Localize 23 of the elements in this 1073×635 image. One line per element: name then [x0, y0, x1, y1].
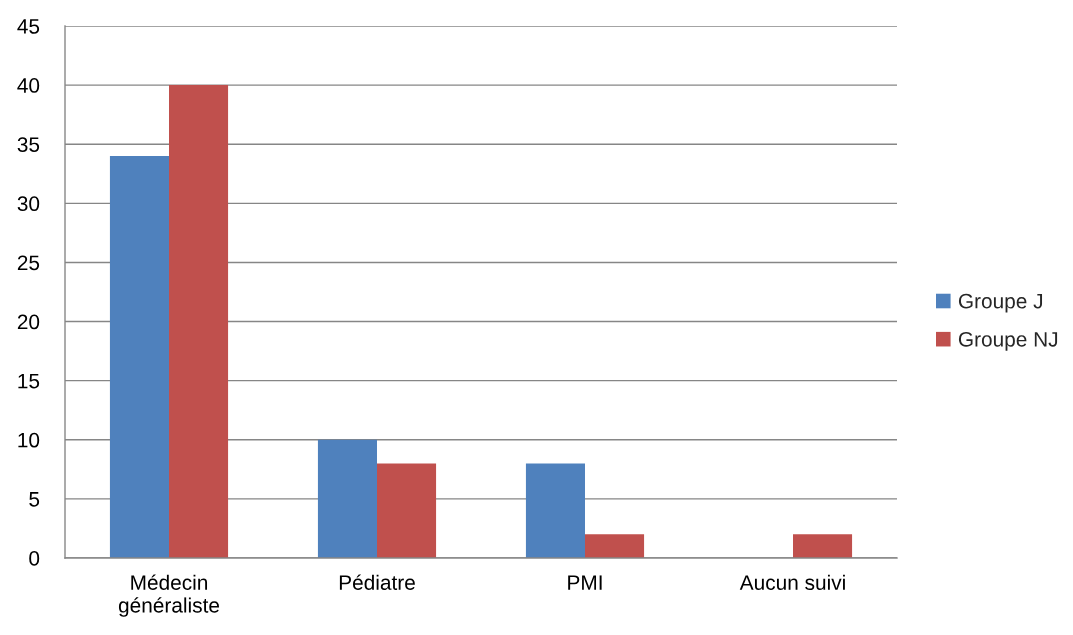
x-tick-label: Pédiatre	[339, 574, 415, 590]
y-tick-label: 5	[29, 492, 40, 507]
bar	[377, 463, 437, 558]
bar	[169, 85, 229, 558]
x-tick-label: Aucun suivi	[739, 574, 845, 590]
y-tick-label: 40	[17, 78, 40, 93]
y-tick-label: 15	[18, 373, 40, 389]
y-tick-label: 20	[17, 314, 40, 330]
bar	[585, 534, 645, 558]
x-tick-label: PMI	[568, 575, 602, 590]
y-tick-label: 0	[29, 551, 40, 566]
legend-label: Groupe NJ	[958, 331, 1058, 351]
bar	[109, 156, 169, 558]
x-tick-label: Médecin généraliste	[118, 574, 220, 617]
y-tick-label: 35	[17, 137, 40, 152]
y-tick-label: 25	[17, 255, 40, 271]
y-tick-label: 10	[18, 432, 40, 448]
bar	[317, 439, 377, 558]
bar	[525, 463, 585, 558]
legend-label: Groupe J	[958, 293, 1043, 313]
bar	[793, 534, 853, 558]
y-tick-label: 30	[17, 196, 40, 212]
y-tick-label: 45	[17, 19, 40, 34]
